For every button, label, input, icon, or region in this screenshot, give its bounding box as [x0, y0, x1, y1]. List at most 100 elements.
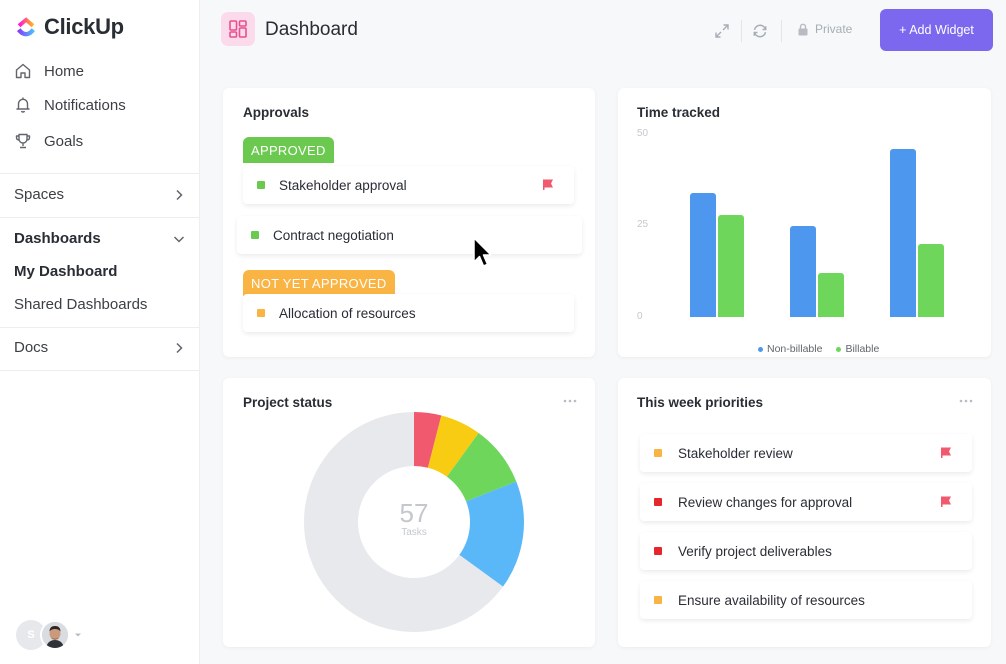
approval-item-label: Stakeholder approval [279, 177, 407, 193]
priorities-title: This week priorities [637, 395, 764, 410]
project-status-title: Project status [243, 395, 333, 410]
nav-home-label: Home [44, 62, 85, 80]
nav-notifications[interactable]: Notifications [14, 96, 126, 114]
donut-slice[interactable] [414, 412, 442, 468]
sidebar-spaces-label: Spaces [14, 186, 65, 203]
bell-icon [16, 97, 30, 113]
project-status-card: Project status 57 Tasks [223, 378, 595, 647]
status-square [257, 309, 265, 317]
donut-slice[interactable] [446, 433, 517, 502]
user-menu[interactable]: S [16, 620, 82, 650]
app-name: ClickUp [44, 14, 124, 39]
home-icon [15, 63, 31, 79]
legend-item: Billable [836, 343, 879, 355]
priority-item[interactable]: Review changes for approval [640, 483, 972, 521]
expand-icon[interactable] [713, 22, 731, 40]
bar-billable[interactable] [918, 243, 944, 317]
flag-icon[interactable] [940, 496, 952, 507]
priority-square [654, 547, 662, 555]
refresh-icon[interactable] [751, 22, 769, 40]
priority-square [654, 449, 662, 457]
y-tick-label: 50 [637, 128, 649, 139]
dashboard-grid-icon [229, 20, 247, 38]
donut-slice[interactable] [303, 412, 503, 632]
approval-item-stakeholder[interactable]: Stakeholder approval [243, 166, 574, 204]
sidebar-dashboards[interactable]: Dashboards [14, 230, 186, 247]
sidebar: ClickUp Home Notifications Goals Spaces … [0, 0, 200, 664]
nav-goals[interactable]: Goals [14, 132, 83, 150]
bar-billable[interactable] [718, 214, 744, 317]
project-status-donut [303, 412, 524, 632]
priority-item[interactable]: Verify project deliverables [640, 532, 972, 570]
priorities-card: This week priorities Stakeholder review … [618, 378, 991, 647]
bar-non-billable[interactable] [790, 225, 816, 317]
legend-dot [758, 346, 763, 352]
private-label: Private [815, 22, 853, 36]
header-divider [741, 20, 742, 42]
priority-item[interactable]: Ensure availability of resources [640, 581, 972, 619]
priority-label: Ensure availability of resources [678, 592, 865, 608]
avatar [40, 620, 70, 650]
chevron-right-icon [176, 189, 183, 200]
legend-dot [836, 346, 842, 352]
priority-square [654, 498, 662, 506]
approval-item-label: Allocation of resources [279, 305, 416, 321]
dashboard-header: Dashboard Private + Add Widget [201, 0, 1006, 64]
bar-billable[interactable] [818, 273, 844, 317]
sidebar-divider [0, 173, 200, 174]
priority-label: Review changes for approval [678, 494, 853, 510]
chart-legend: Non-billable Billable [758, 343, 879, 355]
privacy-toggle[interactable]: Private [797, 22, 852, 36]
status-square [257, 181, 265, 189]
approvals-card: Approvals APPROVED Stakeholder approval … [223, 88, 595, 357]
donut-center-value: 57 [399, 498, 429, 528]
approval-item-label: Contract negotiation [273, 227, 394, 243]
trophy-icon [15, 133, 31, 149]
lock-icon [798, 23, 808, 35]
add-widget-button[interactable]: + Add Widget [880, 9, 993, 51]
clickup-logo-icon [17, 17, 35, 37]
donut-slice[interactable] [459, 481, 524, 587]
sidebar-divider [0, 327, 200, 328]
nav-goals-label: Goals [44, 132, 84, 150]
caret-down-icon [75, 633, 81, 637]
y-tick-label: 0 [637, 311, 643, 322]
sidebar-divider [0, 217, 200, 218]
time-tracked-title: Time tracked [637, 105, 721, 120]
flag-icon[interactable] [940, 447, 952, 458]
clickup-logo[interactable]: ClickUp [14, 14, 124, 40]
sidebar-divider [0, 370, 200, 371]
time-tracked-card: Time tracked 50 25 0 Non-billable Billab… [618, 88, 991, 357]
header-divider [781, 20, 782, 42]
more-options-icon[interactable] [563, 398, 577, 404]
chevron-down-icon [173, 235, 185, 243]
dashboard-icon [221, 12, 255, 46]
mouse-cursor-icon [473, 237, 492, 267]
y-tick-label: 25 [637, 219, 649, 230]
sidebar-spaces[interactable]: Spaces [14, 186, 186, 203]
page-title: Dashboard [265, 19, 358, 40]
status-badge-approved: APPROVED [243, 137, 334, 163]
nav-notifications-label: Notifications [44, 96, 126, 114]
flag-icon[interactable] [542, 179, 554, 190]
approvals-title: Approvals [243, 105, 310, 120]
sidebar-my-dashboard[interactable]: My Dashboard [14, 263, 118, 280]
legend-label: Non-billable [767, 343, 823, 355]
bar-non-billable[interactable] [890, 148, 916, 317]
legend-item: Non-billable [758, 343, 822, 355]
priority-label: Stakeholder review [678, 445, 793, 461]
chevron-right-icon [176, 342, 183, 353]
sidebar-docs[interactable]: Docs [14, 339, 186, 356]
donut-slice[interactable] [427, 415, 479, 477]
more-options-icon[interactable] [959, 398, 973, 404]
sidebar-docs-label: Docs [14, 339, 49, 356]
donut-center-label: Tasks [401, 527, 427, 538]
status-badge-not-approved: NOT YET APPROVED [243, 270, 395, 296]
nav-home[interactable]: Home [14, 62, 84, 80]
sidebar-shared-dashboards[interactable]: Shared Dashboards [14, 296, 148, 313]
approval-item-contract[interactable]: Contract negotiation [237, 216, 582, 254]
bar-non-billable[interactable] [690, 192, 716, 317]
approval-item-allocation[interactable]: Allocation of resources [243, 294, 574, 332]
priority-item[interactable]: Stakeholder review [640, 434, 972, 472]
priority-label: Verify project deliverables [678, 543, 832, 559]
